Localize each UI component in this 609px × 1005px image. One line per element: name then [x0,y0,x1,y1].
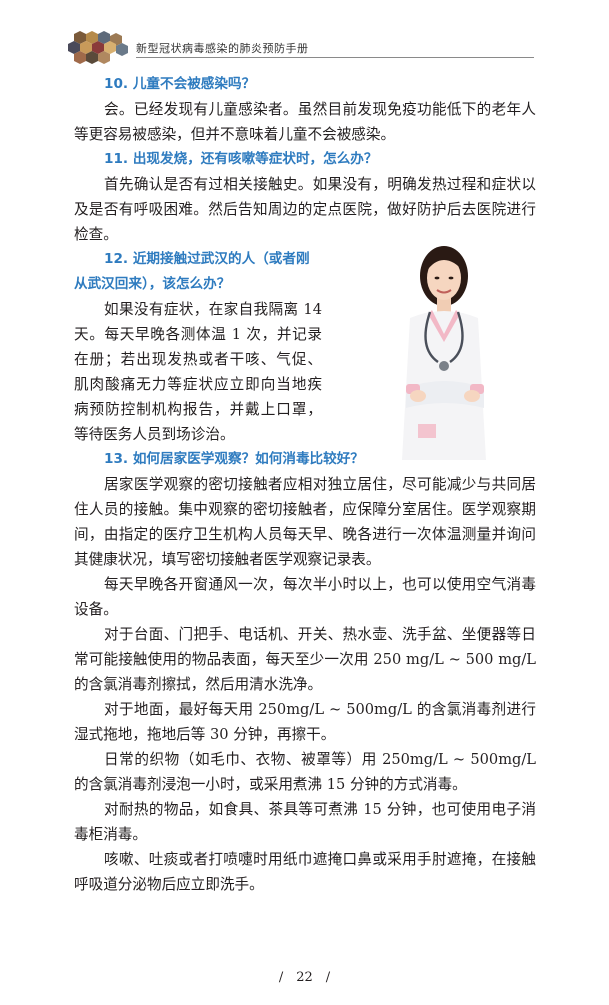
question-heading: 13. 如何居家医学观察？如何消毒比较好？ [104,451,364,467]
question-heading: 11. 出现发烧，还有咳嗽等症状时，怎么办？ [104,151,378,167]
answer-paragraph: 对耐热的物品，如食具、茶具等可煮沸 15 分钟，也可使用电子消毒柜消毒。 [74,801,536,843]
answer-paragraph: 对于台面、门把手、电话机、开关、热水壶、洗手盆、坐便器等日常可能接触使用的物品表… [74,626,536,693]
header-divider [136,57,534,58]
hexagon-logo-icon [68,31,128,64]
question-heading: 10. 儿童不会被感染吗？ [104,76,256,92]
question-heading: 12. 近期接触过武汉的人（或者刚从武汉回来），该怎么办？ [74,251,310,292]
page-content: 10. 儿童不会被感染吗？ 会。已经发现有儿童感染者。虽然目前发现免疫功能低下的… [74,72,536,897]
answer-paragraph: 咳嗽、吐痰或者打喷嚏时用纸巾遮掩口鼻或采用手肘遮掩，在接触呼吸道分泌物后应立即洗… [74,851,536,893]
answer-paragraph: 日常的织物（如毛巾、衣物、被罩等）用 250mg/L ~ 500mg/L 的含氯… [74,751,536,793]
page-number: / 22 / [278,970,331,985]
answer-paragraph: 对于地面，最好每天用 250mg/L ~ 500mg/L 的含氯消毒剂进行湿式拖… [74,701,536,743]
page-header: 新型冠状病毒感染的肺炎预防手册 [0,0,609,70]
answer-paragraph: 每天早晚各开窗通风一次，每次半小时以上，也可以使用空气消毒设备。 [74,576,536,618]
answer-paragraph: 首先确认是否有过相关接触史。如果没有，明确发热过程和症状以及是否有呼吸困难。然后… [74,176,536,243]
answer-paragraph: 居家医学观察的密切接触者应相对独立居住，尽可能减少与共同居住人员的接触。集中观察… [74,476,536,568]
header-title: 新型冠状病毒感染的肺炎预防手册 [136,42,309,55]
answer-paragraph: 会。已经发现有儿童感染者。虽然目前发现免疫功能低下的老年人等更容易被感染，但并不… [74,101,536,143]
answer-paragraph: 如果没有症状，在家自我隔离 14 天。每天早晚各测体温 1 次，并记录在册；若出… [74,301,322,443]
nurse-illustration [402,246,486,460]
